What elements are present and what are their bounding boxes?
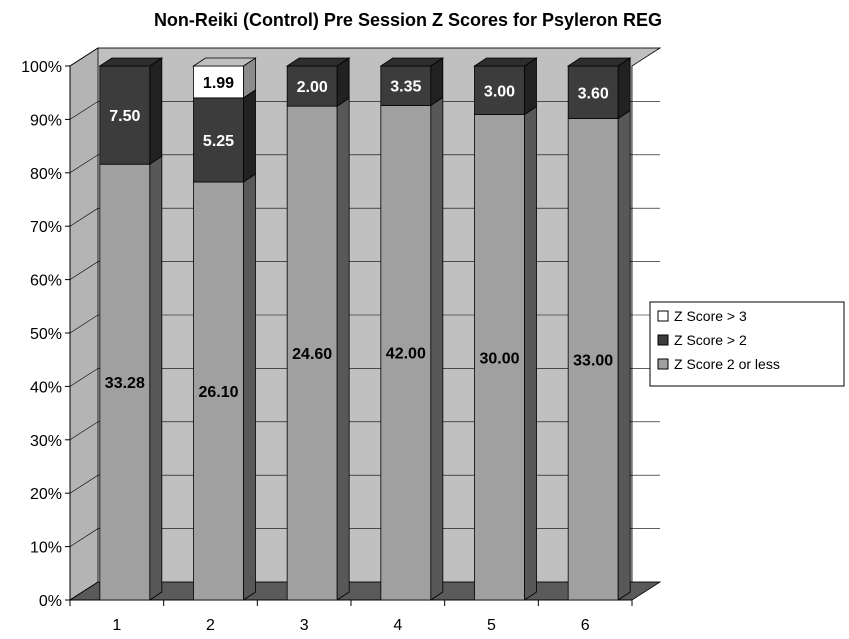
legend-entry: Z Score 2 or less xyxy=(674,356,780,372)
data-label: 33.00 xyxy=(573,352,613,369)
axes: 0% 10% 20% 30% 40% 50% 60% 70% 80% 90% 100% 1 2 3 4 5 6 xyxy=(21,59,633,634)
legend: Z Score > 3 Z Score > 2 Z Score 2 or less xyxy=(649,301,845,387)
chart-title: Non-Reiki (Control) Pre Session Z Scores… xyxy=(154,10,662,30)
gridlines xyxy=(69,47,660,601)
bar-top xyxy=(285,57,351,67)
y-tick-label: 50% xyxy=(30,326,62,343)
x-tick-label: 4 xyxy=(393,617,402,634)
legend-box xyxy=(649,301,845,387)
y-tick-label: 10% xyxy=(30,540,62,557)
data-label: 33.28 xyxy=(105,375,145,392)
y-tick-label: 70% xyxy=(30,219,62,236)
data-label: 7.50 xyxy=(109,108,140,125)
data-label: 3.35 xyxy=(390,79,421,96)
gridline xyxy=(69,101,660,120)
bar-segment-side xyxy=(149,57,163,165)
y-tick-label: 80% xyxy=(30,166,62,183)
data-label: 42.00 xyxy=(386,346,426,363)
bar-segment xyxy=(286,65,338,107)
bar-segment-side xyxy=(524,105,537,601)
bar-segment xyxy=(193,181,244,601)
gridline xyxy=(69,314,660,334)
bar-segment xyxy=(286,105,338,601)
bar-top xyxy=(566,57,632,67)
bar-segment xyxy=(567,118,619,601)
bar-segment-side xyxy=(617,109,631,601)
legend-entry: Z Score > 3 xyxy=(674,308,747,324)
x-tick-label: 3 xyxy=(300,617,309,634)
legend-swatch xyxy=(657,310,669,322)
legend-swatch xyxy=(657,358,669,370)
gridline xyxy=(69,368,660,387)
data-label: 2.00 xyxy=(297,79,328,96)
gridline xyxy=(69,528,660,547)
gridline xyxy=(69,581,660,601)
bar-segment-side xyxy=(243,173,256,601)
bar-top xyxy=(473,57,538,67)
bar-segment xyxy=(99,163,151,601)
bar-top xyxy=(98,57,164,67)
gridline xyxy=(69,207,660,227)
data-label: 3.00 xyxy=(484,83,515,100)
data-label: 3.60 xyxy=(578,85,609,102)
gridline xyxy=(69,261,660,280)
bar-segment-side xyxy=(149,155,163,601)
x-tick-label: 6 xyxy=(581,617,590,634)
y-tick-label: 30% xyxy=(30,433,62,450)
y-tick-label: 90% xyxy=(30,112,62,129)
bar-segment xyxy=(474,114,525,601)
gridline xyxy=(69,421,660,441)
data-label: 5.25 xyxy=(203,133,234,150)
bar-segment-side xyxy=(617,57,631,120)
y-tick-label: 40% xyxy=(30,379,62,396)
y-tick-label: 60% xyxy=(30,273,62,290)
data-label: 26.10 xyxy=(198,384,238,401)
y-tick-label: 100% xyxy=(21,59,62,76)
bar-top xyxy=(192,57,257,67)
x-tick-label: 2 xyxy=(206,617,215,634)
y-tick-label: 20% xyxy=(30,486,62,503)
gridline xyxy=(69,154,660,174)
bar-segment xyxy=(99,65,151,165)
bar-segment-side xyxy=(336,97,350,601)
x-tick-label: 1 xyxy=(112,617,121,634)
data-label: 24.60 xyxy=(292,346,332,363)
gridline xyxy=(69,474,660,494)
legend-entry: Z Score > 2 xyxy=(674,332,747,348)
y-tick-label: 0% xyxy=(39,593,62,610)
gridline xyxy=(69,47,660,67)
bar-segment-side xyxy=(524,57,537,116)
x-tick-label: 5 xyxy=(487,617,496,634)
bar-segment-side xyxy=(430,96,444,601)
data-label: 30.00 xyxy=(479,350,519,367)
bar-segment xyxy=(474,65,525,115)
bar-top xyxy=(379,57,445,67)
bar-segment-side xyxy=(243,89,256,183)
bars: 33.28 7.50 26.10 5.25 1.99 24.60 2.00 42.00 3.35… xyxy=(98,57,632,601)
data-label: 1.99 xyxy=(203,75,234,92)
legend-swatch xyxy=(657,334,669,346)
